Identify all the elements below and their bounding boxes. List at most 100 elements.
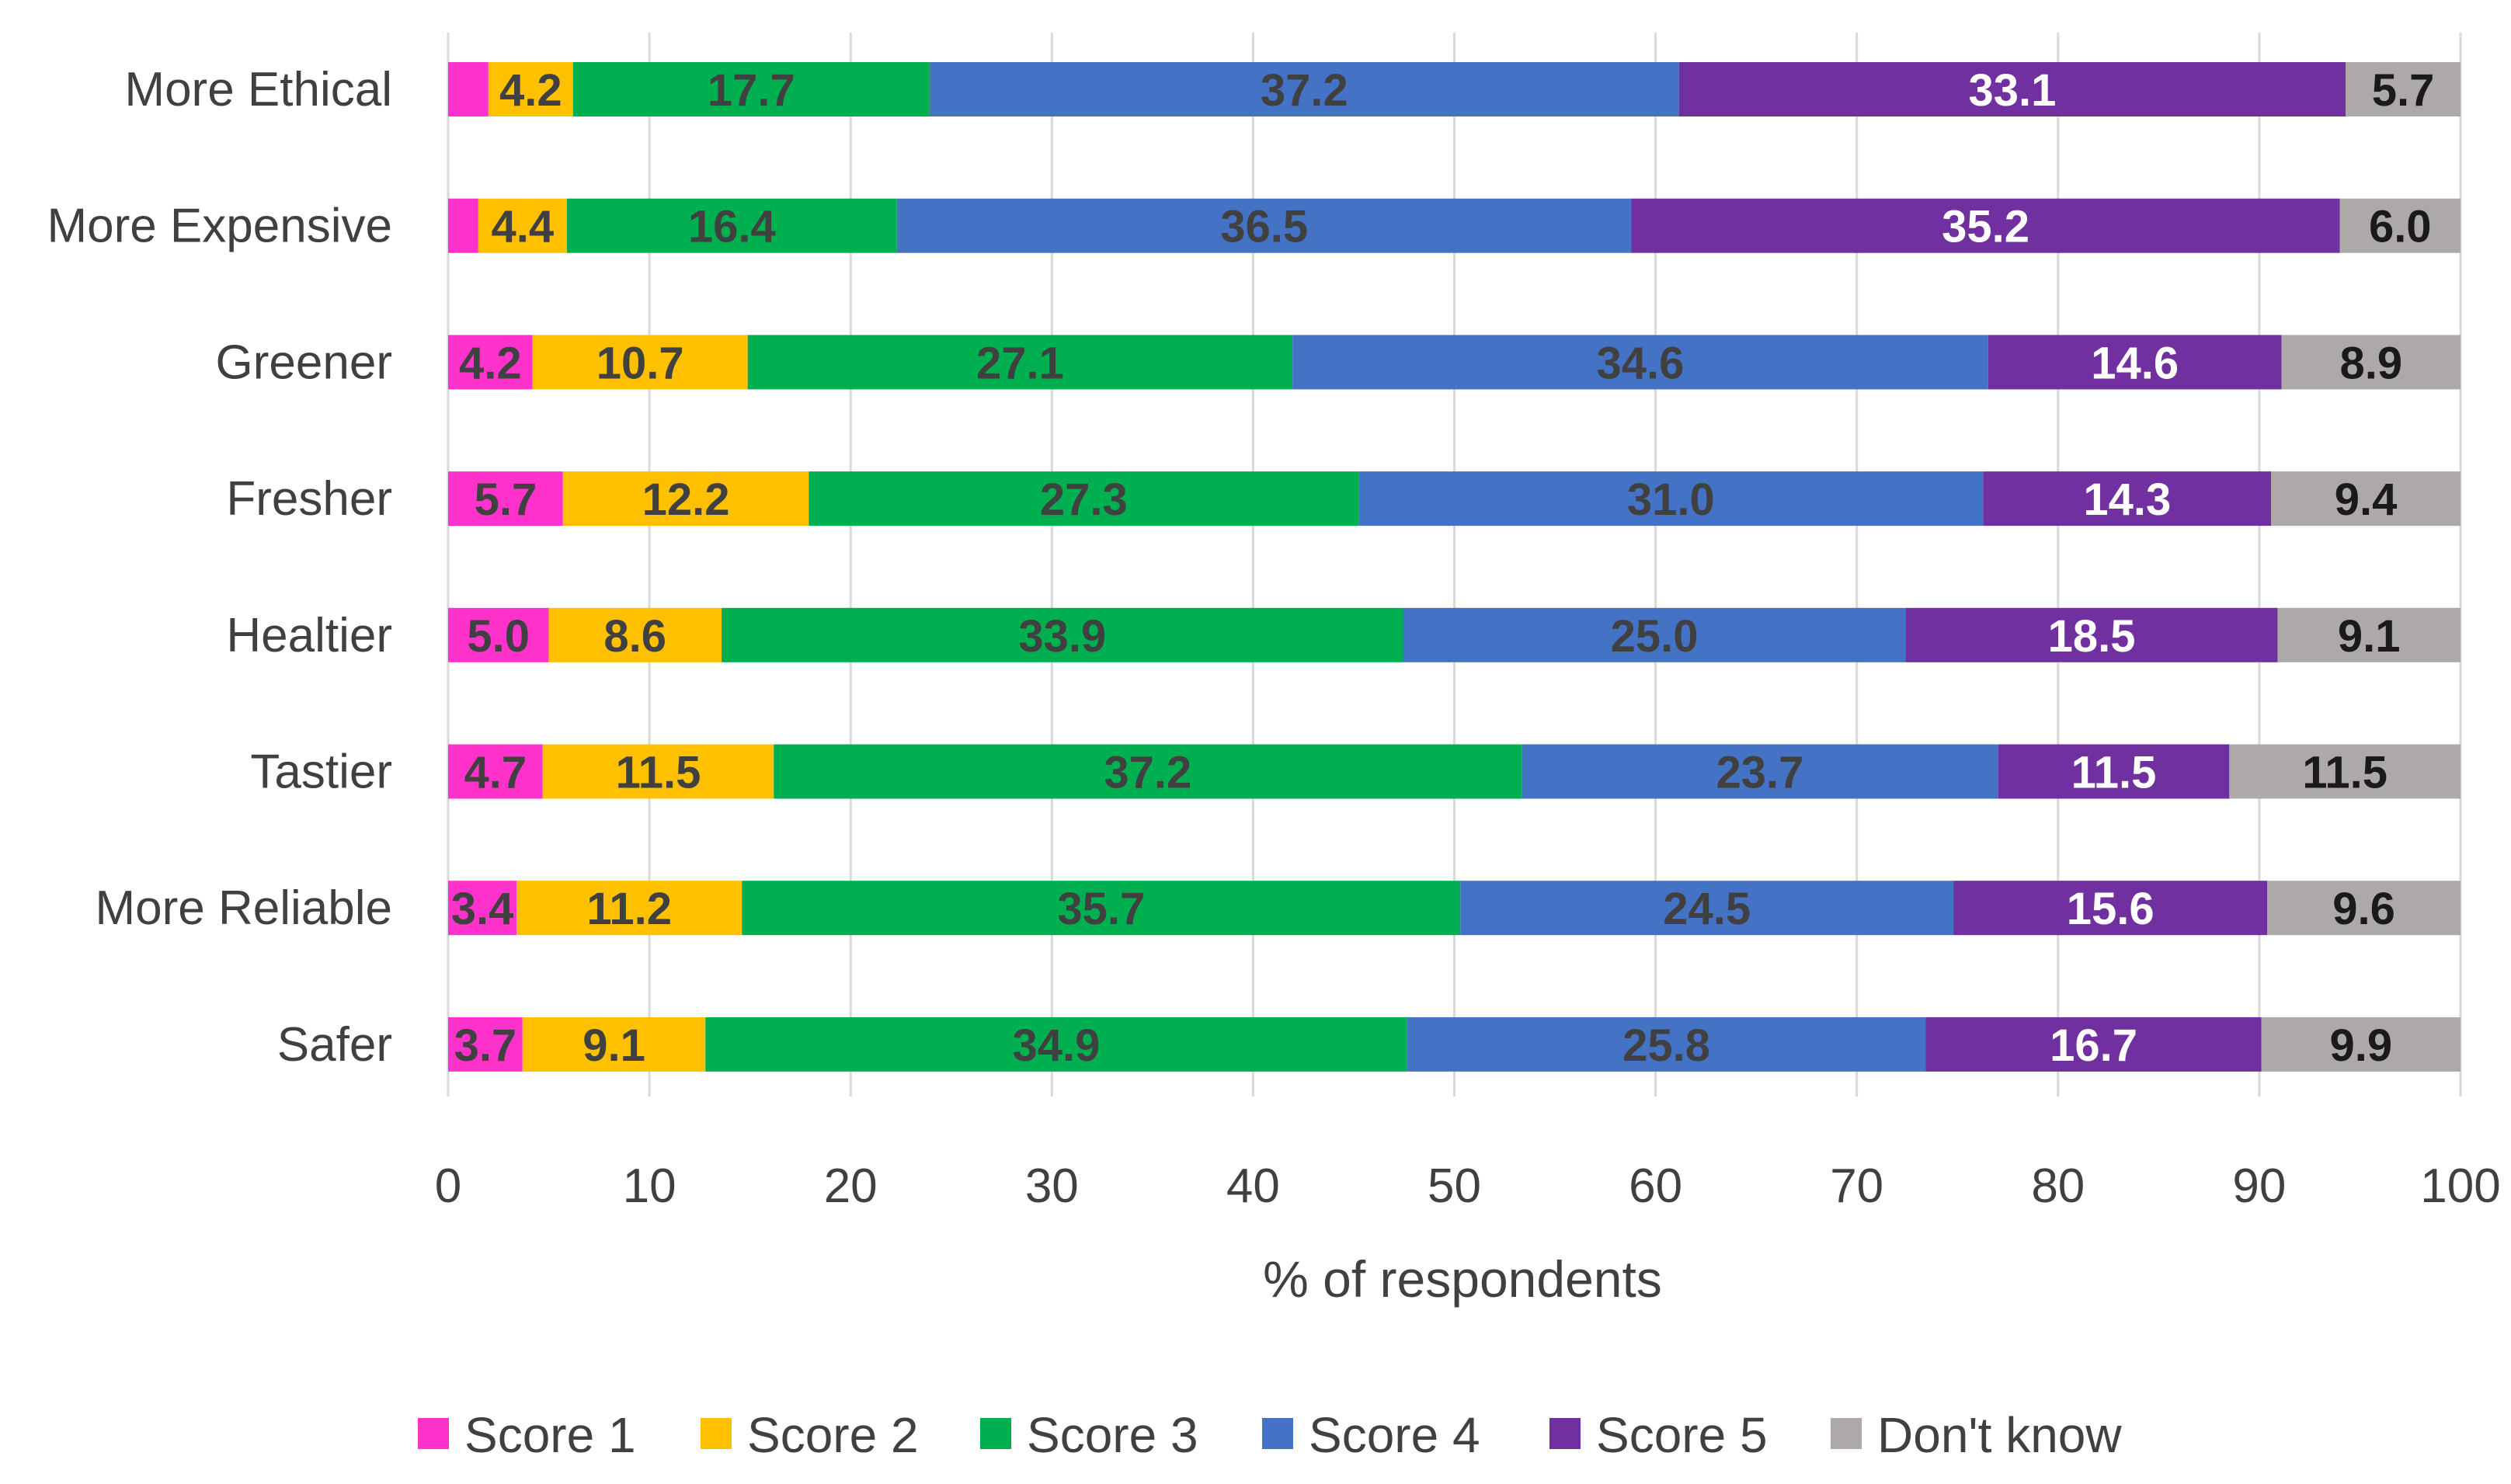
data-label: 9.1 xyxy=(583,1020,645,1071)
bar-segment xyxy=(809,471,1359,527)
data-label: 34.9 xyxy=(1013,1020,1101,1071)
data-label: 9.9 xyxy=(2330,1020,2393,1071)
data-label: 35.2 xyxy=(1942,202,2029,252)
x-tick-label: 100 xyxy=(2420,1159,2500,1213)
bar-segment xyxy=(1905,607,2278,662)
bar-segment xyxy=(1460,881,1954,936)
legend-label: Score 5 xyxy=(1596,1407,1768,1463)
bar-segment xyxy=(1407,1017,1926,1072)
legend-label: Score 2 xyxy=(747,1407,919,1463)
data-label: 5.7 xyxy=(2372,65,2435,116)
category-label: Greener xyxy=(216,335,392,389)
bar-segment xyxy=(1678,62,2346,116)
legend-swatch xyxy=(1549,1418,1581,1449)
data-label: 3.7 xyxy=(454,1020,517,1071)
bar-segment xyxy=(562,471,809,527)
bar-segment xyxy=(448,335,533,390)
data-label: 14.3 xyxy=(2083,474,2171,525)
category-label: More Expensive xyxy=(47,200,392,253)
bar-segment xyxy=(448,1017,523,1072)
bar-segment xyxy=(1988,335,2282,390)
gridlines xyxy=(447,33,2462,1096)
data-label: 14.6 xyxy=(2091,338,2179,388)
bar-segment xyxy=(2339,198,2461,253)
data-label: 15.6 xyxy=(2067,884,2155,934)
data-label: 5.7 xyxy=(475,474,537,525)
data-label: 11.5 xyxy=(616,748,701,798)
bar-segment xyxy=(448,881,517,936)
data-label: 10.7 xyxy=(596,338,684,388)
bar-segment xyxy=(722,607,1403,662)
bar-segment xyxy=(516,881,743,936)
data-label: 31.0 xyxy=(1627,474,1715,525)
bar-segment xyxy=(542,744,774,799)
legend-label: Score 3 xyxy=(1027,1407,1198,1463)
bar-segment xyxy=(448,471,563,527)
bar-segment xyxy=(488,62,573,116)
data-label: 18.5 xyxy=(2048,611,2136,662)
bar-segment xyxy=(2271,471,2461,527)
data-label: 8.6 xyxy=(603,611,666,662)
data-label: 12.2 xyxy=(642,474,730,525)
bar-segment xyxy=(929,62,1679,116)
category-label: Tastier xyxy=(250,745,392,799)
x-tick-label: 30 xyxy=(1025,1159,1079,1213)
category-label: More Ethical xyxy=(124,63,392,116)
bar-segment xyxy=(1925,1017,2262,1072)
x-tick-label: 10 xyxy=(623,1159,676,1213)
legend-label: Don't know xyxy=(1877,1407,2122,1463)
bar-segment xyxy=(548,607,722,662)
bar-segment xyxy=(1998,744,2230,799)
bar-segment xyxy=(1983,471,2272,527)
bar-segment xyxy=(448,198,478,253)
bar-segment xyxy=(1953,881,2268,936)
legend-swatch xyxy=(701,1418,732,1449)
bar-segment xyxy=(774,744,1522,799)
category-label: Safer xyxy=(277,1018,392,1072)
data-label: 4.7 xyxy=(464,748,527,798)
data-label: 8.9 xyxy=(2339,338,2402,388)
data-label: 27.3 xyxy=(1040,474,1128,525)
bar-segment xyxy=(1292,335,1988,390)
data-label: 25.8 xyxy=(1622,1020,1710,1071)
data-label: 25.0 xyxy=(1611,611,1699,662)
data-label: 37.2 xyxy=(1261,65,1348,116)
bar-segment xyxy=(2277,607,2461,662)
data-label: 27.1 xyxy=(976,338,1064,388)
legend-swatch xyxy=(1831,1418,1862,1449)
bar-segment xyxy=(522,1017,706,1072)
bar-segment xyxy=(478,198,567,253)
x-tick-label: 80 xyxy=(2031,1159,2085,1213)
bar-segment xyxy=(572,62,930,116)
legend-swatch xyxy=(1262,1418,1293,1449)
x-tick-label: 70 xyxy=(1830,1159,1883,1213)
x-tick-label: 0 xyxy=(435,1159,461,1213)
legend-swatch xyxy=(418,1418,449,1449)
data-label: 3.4 xyxy=(451,884,514,934)
category-label: Healtier xyxy=(226,609,392,662)
data-label: 4.2 xyxy=(499,65,562,116)
bar-segment xyxy=(1403,607,1906,662)
data-label: 16.7 xyxy=(2050,1020,2137,1071)
data-label: 4.4 xyxy=(492,202,555,252)
bar-segment xyxy=(1522,744,1998,799)
bar-segment xyxy=(2267,881,2461,936)
bar-segment xyxy=(2229,744,2461,799)
data-label: 33.9 xyxy=(1018,611,1106,662)
data-label: 35.7 xyxy=(1057,884,1145,934)
data-label: 17.7 xyxy=(708,65,795,116)
x-tick-label: 90 xyxy=(2232,1159,2286,1213)
bar-segment xyxy=(448,62,489,116)
x-tick-label: 40 xyxy=(1226,1159,1280,1213)
data-label: 5.0 xyxy=(467,611,530,662)
bar-segment xyxy=(532,335,748,390)
data-label: 36.5 xyxy=(1220,202,1308,252)
bar-segment xyxy=(2281,335,2461,390)
x-tick-label: 20 xyxy=(824,1159,878,1213)
data-label: 11.5 xyxy=(2071,748,2157,798)
data-label: 9.4 xyxy=(2335,474,2398,525)
bar-segment xyxy=(747,335,1293,390)
bar-segment xyxy=(2261,1017,2461,1072)
data-label: 6.0 xyxy=(2369,202,2432,252)
